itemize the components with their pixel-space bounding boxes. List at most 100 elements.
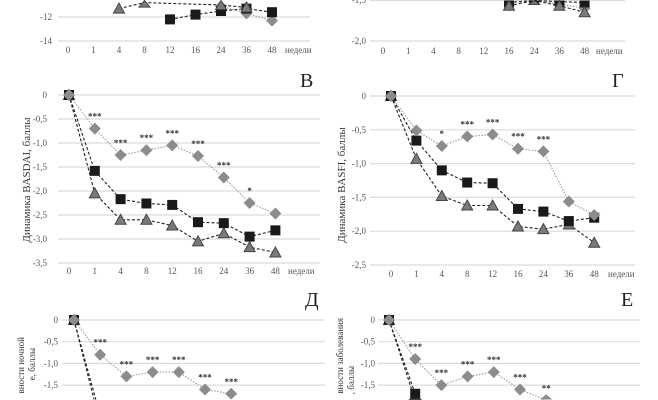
data-point-square	[487, 178, 498, 189]
y-tick-label: -2,0	[352, 226, 367, 236]
significance-mark: *	[440, 129, 445, 139]
y-tick-label: -0,5	[352, 125, 367, 135]
data-point-triangle	[140, 213, 153, 225]
series-line-triangle	[388, 319, 416, 400]
x-tick-label: 12	[166, 45, 175, 55]
x-tick-label: 16	[191, 45, 201, 55]
significance-mark: ***	[88, 112, 102, 122]
series-line-square	[388, 319, 416, 394]
data-point-square	[579, 0, 590, 8]
x-tick-label: 48	[580, 46, 590, 56]
data-point-diamond	[140, 144, 153, 157]
data-point-diamond	[217, 171, 230, 184]
data-point-diamond	[562, 195, 575, 208]
data-point-triangle	[587, 236, 601, 248]
y-axis-title: Динамика BASDAI, баллы	[21, 117, 33, 243]
y-tick-label: -2,5	[33, 210, 48, 220]
x-tick-label: 12	[488, 269, 497, 279]
significance-mark: ***	[511, 132, 525, 142]
x-tick-label: 4	[431, 46, 436, 56]
y-tick-label: -1,5	[44, 380, 59, 390]
x-tick-label: 48	[590, 269, 600, 279]
x-tick-label: 1	[91, 45, 96, 55]
y-axis-title: Динамика BASFI, баллы	[336, 127, 348, 243]
data-point-diamond	[409, 353, 422, 366]
data-point-triangle	[527, 0, 542, 5]
data-point-square	[436, 165, 447, 176]
data-point-square	[411, 135, 422, 146]
significance-mark: ***	[537, 134, 551, 144]
data-point-triangle	[511, 219, 525, 232]
data-point-square	[462, 177, 473, 188]
data-point-diamond	[461, 130, 474, 143]
data-point-diamond	[487, 366, 500, 379]
data-point-diamond	[68, 314, 80, 326]
chart-panel-D: 0 -0,5 -1,0 -1,5 *** *** *** *** *** *** вности но…	[16, 289, 325, 400]
significance-mark: ***	[461, 359, 475, 369]
data-point-triangle	[240, 0, 253, 13]
y-tick-label: -1,5	[361, 380, 376, 390]
chart-panel-A: -12-140 1 4 8 12 16 24 36 48 недели	[40, 0, 312, 55]
y-tick-label: -0,5	[33, 114, 48, 124]
panel-letter: Е	[621, 289, 633, 311]
chart-panel-B: -1,5-2,00 1 4 8 12 16 24 36 48 недели	[352, 0, 625, 56]
x-tick-label: 24	[530, 46, 540, 56]
y-tick-label: -1,0	[361, 358, 376, 368]
x-tick-label: 0	[381, 46, 386, 56]
y-tick-label: 0	[371, 315, 376, 325]
y-tick-label: -1,5	[352, 192, 367, 202]
y-tick-label: 0	[43, 90, 48, 100]
data-point-triangle	[88, 186, 102, 199]
y-tick-label: -1,0	[352, 159, 367, 169]
y-tick-label: -12	[40, 12, 52, 22]
data-point-square	[141, 198, 152, 209]
x-tick-label: 24	[539, 269, 549, 279]
data-point-square	[218, 218, 229, 229]
x-axis-label: недели	[288, 266, 315, 276]
y-tick-label: -2,0	[352, 36, 367, 46]
x-tick-label: 36	[245, 266, 255, 276]
y-tick-label: -1,5	[33, 162, 48, 172]
y-tick-label: -2,0	[33, 186, 48, 196]
x-tick-label: 8	[144, 266, 149, 276]
chart-panel-G: 0-0,5-1,0-1,5-2,0-2,50 1 4 8 12 16 24 36 48 недел…	[336, 70, 635, 279]
data-point-triangle	[553, 0, 566, 11]
significance-mark: ***	[198, 372, 212, 382]
x-tick-label: 8	[465, 269, 470, 279]
significance-mark: ***	[217, 161, 231, 171]
x-tick-label: 0	[66, 45, 71, 55]
data-point-diamond	[166, 139, 179, 152]
data-point-diamond	[269, 207, 282, 220]
series-line-triangle	[73, 319, 95, 400]
data-point-diamond	[540, 394, 553, 400]
y-tick-label: -0,5	[44, 337, 59, 347]
panel-letter: В	[300, 70, 313, 92]
x-axis-label: недели	[285, 45, 312, 55]
x-tick-label: 12	[168, 266, 177, 276]
data-point-diamond	[435, 140, 448, 153]
y-tick-label: -14	[40, 36, 52, 46]
x-tick-label: 0	[67, 266, 72, 276]
data-point-square	[89, 165, 100, 176]
data-point-square	[165, 14, 175, 25]
chart-panel-E: 0-0,5-1,0-1,5********* ********вности заб…	[335, 289, 640, 400]
panel-letter: Д	[305, 289, 319, 311]
x-axis-label: недели	[608, 269, 635, 279]
data-point-diamond	[199, 383, 211, 396]
x-tick-label: 36	[242, 45, 252, 55]
data-point-triangle	[243, 240, 256, 253]
data-point-diamond	[514, 383, 526, 396]
x-tick-label: 24	[219, 266, 229, 276]
data-point-diamond	[435, 379, 448, 392]
x-tick-label: 48	[268, 45, 278, 55]
data-point-square	[244, 231, 255, 242]
data-point-diamond	[410, 124, 423, 137]
significance-mark: ***	[224, 377, 238, 387]
y-tick-label: -1,5	[352, 0, 367, 5]
y-tick-label: -1,0	[33, 138, 48, 148]
significance-mark: ***	[486, 118, 500, 128]
data-point-diamond	[146, 366, 159, 379]
data-point-square	[190, 9, 201, 20]
data-point-diamond	[243, 197, 256, 209]
